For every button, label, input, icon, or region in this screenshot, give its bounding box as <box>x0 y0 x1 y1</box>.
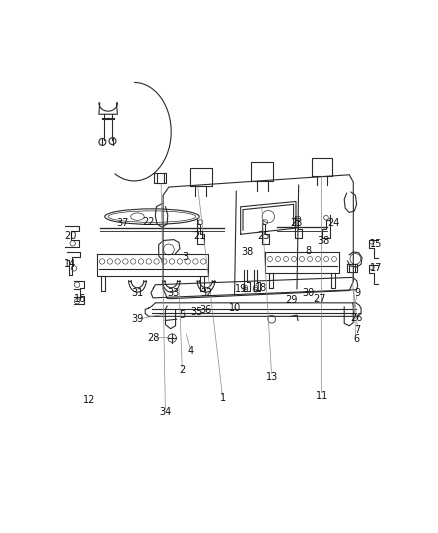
Text: 2: 2 <box>179 365 185 375</box>
Text: 10: 10 <box>229 303 241 313</box>
Text: 26: 26 <box>350 312 362 322</box>
Text: 30: 30 <box>303 288 315 298</box>
Text: 7: 7 <box>355 325 361 335</box>
Text: 13: 13 <box>265 372 278 382</box>
Text: 5: 5 <box>179 310 185 320</box>
Text: 31: 31 <box>131 288 144 298</box>
Text: 1: 1 <box>220 393 226 403</box>
Text: 9: 9 <box>355 288 361 298</box>
Text: 4: 4 <box>188 346 194 356</box>
Text: 15: 15 <box>370 239 382 249</box>
Text: 33: 33 <box>167 288 179 298</box>
Text: 28: 28 <box>147 333 159 343</box>
Text: 38: 38 <box>317 236 329 246</box>
Text: 24: 24 <box>327 218 339 228</box>
Text: 36: 36 <box>200 305 212 315</box>
Text: 16: 16 <box>74 294 86 304</box>
Text: 25: 25 <box>257 230 269 240</box>
Text: 37: 37 <box>117 218 129 228</box>
Text: 6: 6 <box>353 334 359 344</box>
Text: 22: 22 <box>142 217 155 227</box>
Text: 18: 18 <box>255 282 267 293</box>
Text: 8: 8 <box>306 246 312 256</box>
Text: 12: 12 <box>83 394 95 405</box>
Text: 39: 39 <box>131 314 144 324</box>
Text: 29: 29 <box>286 295 298 305</box>
Text: 32: 32 <box>201 288 213 298</box>
Text: 19: 19 <box>234 284 247 294</box>
Text: 14: 14 <box>64 259 76 269</box>
Text: 11: 11 <box>315 391 328 401</box>
Text: 17: 17 <box>370 263 382 273</box>
Text: 38: 38 <box>241 247 254 257</box>
Text: 20: 20 <box>64 230 76 240</box>
Text: 34: 34 <box>159 407 172 417</box>
Text: 23: 23 <box>290 218 302 228</box>
Text: 35: 35 <box>191 307 203 317</box>
Text: 3: 3 <box>183 252 189 262</box>
Text: 21: 21 <box>193 231 205 241</box>
Text: 27: 27 <box>313 294 326 304</box>
